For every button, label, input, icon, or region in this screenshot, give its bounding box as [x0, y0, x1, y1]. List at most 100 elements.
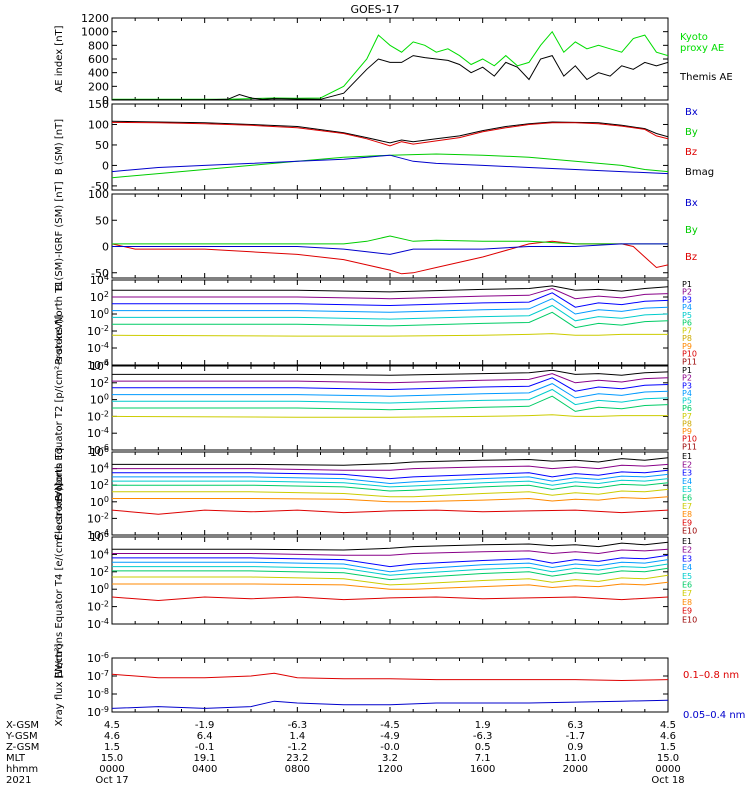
y-tick-label: 0 [102, 94, 109, 107]
footer-value: 1.5 [660, 742, 676, 753]
legend-entry: P2 [682, 288, 692, 297]
legend-entry: E1 [682, 452, 692, 461]
y-tick-label: 100 [88, 188, 109, 201]
footer-value: Oct 18 [651, 775, 684, 786]
series-line-themis-ae [112, 55, 668, 100]
series-line-p3 [112, 292, 668, 308]
y-tick-label: 1200 [81, 12, 109, 25]
legend-entry: P9 [682, 427, 692, 436]
series-line-0-1-0-8-nm [112, 672, 668, 682]
legend-entry: E6 [682, 581, 692, 590]
legend-entry: P2 [682, 374, 692, 383]
series-line-e8 [112, 496, 668, 503]
y-axis-label: Electrons Equator T4 [e/(cm²-s-sr-keV)] [54, 483, 65, 678]
series-line-bx [112, 243, 668, 255]
footer-value: 4.6 [660, 731, 676, 742]
series-line-bx [112, 154, 668, 175]
footer-value: 19.1 [194, 753, 216, 764]
series-line-p6 [112, 311, 668, 329]
series-line-e7 [112, 574, 668, 586]
y-tick-label: 150 [88, 98, 109, 111]
series-line-by [112, 153, 668, 179]
legend-entry: E5 [682, 485, 692, 494]
legend-entry: E9 [682, 518, 692, 527]
legend-entry: Bz [685, 147, 697, 158]
legend-entry: 0.1–0.8 nm [683, 670, 739, 681]
footer-value: 0000 [99, 764, 124, 775]
series-line-kyoto-proxy-ae [112, 30, 668, 100]
legend-entry: P11 [682, 357, 697, 366]
footer-value: Oct 17 [95, 775, 128, 786]
series-line-e5 [112, 478, 668, 488]
y-axis-label: Xray flux [W/m²] [54, 644, 65, 727]
legend-entry: P5 [682, 311, 692, 320]
series-line-p1 [112, 369, 668, 376]
legend-entry: proxy AE [680, 43, 724, 54]
y-tick-label: 106 [90, 530, 109, 544]
series-line-by [112, 235, 668, 245]
panel-6: 106 104 102 100 10-2 10-4 Electrons North T3 E1… [54, 445, 697, 542]
legend-entry: E2 [682, 460, 692, 469]
y-tick-label: 10-8 [87, 687, 109, 701]
panel-5: 104 102 100 10-2 10-4 10-6 Protons Equator T2 … [54, 315, 697, 502]
footer-value: -1.2 [288, 742, 308, 753]
y-tick-label: -50 [91, 180, 109, 193]
y-tick-label: 200 [88, 80, 109, 93]
panel-frame [111, 279, 669, 366]
series-line-e2 [112, 548, 668, 556]
series-line-p5 [112, 388, 668, 406]
series-line-e6 [112, 567, 668, 581]
y-axis-label: B (SM)-IGRF (SM) [nT] [54, 181, 65, 290]
legend-entry: P5 [682, 397, 692, 406]
legend-entry: By [685, 127, 698, 138]
y-tick-label: 106 [90, 445, 109, 459]
series-line-p2 [112, 373, 668, 384]
series-line-p4 [112, 298, 668, 315]
y-tick-label: 100 [90, 495, 109, 509]
series-line-bz [112, 121, 668, 147]
y-tick-label: 102 [90, 290, 109, 304]
footer-value: 7.1 [475, 753, 491, 764]
footer-value: -4.5 [380, 720, 400, 731]
y-axis-label: Protons North T1 [54, 280, 65, 364]
series-line-e3 [112, 469, 668, 480]
legend-entry: P6 [682, 319, 692, 328]
series-line-p7 [112, 414, 668, 418]
y-tick-label: 100 [90, 582, 109, 596]
footer-value: 1600 [470, 764, 495, 775]
legend-entry: By [685, 225, 698, 236]
legend-entry: Bx [685, 107, 698, 118]
legend-entry: E3 [682, 554, 692, 563]
series-line-p7 [112, 333, 668, 337]
y-tick-label: 0 [102, 241, 109, 254]
legend-entry: E7 [682, 589, 692, 598]
y-tick-label: 10-9 [87, 705, 109, 719]
y-tick-label: 10-4 [87, 426, 109, 440]
legend-entry: E10 [682, 527, 697, 536]
footer-value: 0000 [655, 764, 680, 775]
footer-value: 23.2 [286, 753, 308, 764]
y-tick-label: 100 [90, 307, 109, 321]
y-tick-label: 10-6 [87, 443, 109, 457]
y-tick-label: 10-2 [87, 511, 109, 525]
legend-entry: E2 [682, 546, 692, 555]
footer-value: 1.9 [475, 720, 491, 731]
y-tick-label: 102 [90, 478, 109, 492]
footer-row-label: hhmm [6, 764, 38, 775]
legend-entry: P9 [682, 342, 692, 351]
series-line-e6 [112, 482, 668, 492]
y-tick-label: 104 [90, 273, 109, 287]
footer-value: 11.0 [564, 753, 586, 764]
footer-value: 3.2 [382, 753, 398, 764]
footer-value: -1.7 [566, 731, 586, 742]
y-axis-label: AE index [nT] [54, 25, 65, 92]
y-tick-label: 50 [95, 139, 109, 152]
y-tick-label: 104 [90, 359, 109, 373]
footer-value: 1200 [377, 764, 402, 775]
footer-value: 15.0 [657, 753, 679, 764]
series-line-e9 [112, 509, 668, 515]
legend-entry: P4 [682, 303, 692, 312]
